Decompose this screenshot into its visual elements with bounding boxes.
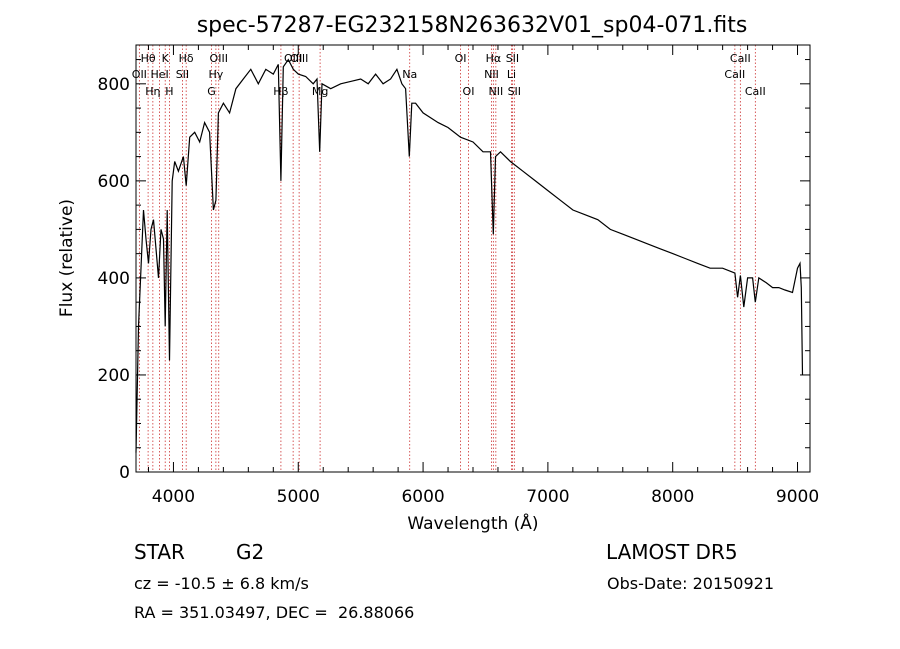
- line-label-19: NII: [484, 68, 499, 81]
- line-label-21: SII: [506, 52, 519, 65]
- y-tick-label-4: 800: [98, 75, 130, 95]
- observation-date: Obs-Date: 20150921: [607, 574, 775, 593]
- x-tick-label-0: 4000: [152, 487, 195, 507]
- line-label-22: Li: [507, 68, 516, 81]
- line-label-26: CaII: [745, 85, 766, 98]
- line-label-2: Hη: [145, 85, 160, 98]
- y-tick-label-0: 0: [119, 463, 130, 483]
- line-label-7: Hδ: [179, 52, 194, 65]
- line-label-8: OIII: [210, 52, 228, 65]
- plot-frame: [135, 44, 811, 473]
- coordinates-text: RA = 351.03497, DEC = 26.88066: [134, 603, 415, 622]
- x-tick-label-1: 5000: [277, 487, 320, 507]
- line-label-11: Hβ: [273, 85, 288, 98]
- line-label-4: K: [162, 52, 170, 65]
- line-label-23: SII: [508, 85, 521, 98]
- x-axis-ticks: 4000 5000 6000 7000 8000 9000: [147, 45, 819, 507]
- line-label-16: OI: [455, 52, 467, 65]
- line-label-25: CaII: [724, 68, 745, 81]
- line-label-10: G: [207, 85, 216, 98]
- line-label-24: CaII: [730, 52, 751, 65]
- object-subclass: G2: [236, 540, 265, 564]
- y-axis-ticks: 0 200 400 600 800: [98, 59, 810, 483]
- line-label-18: Hα: [486, 52, 502, 65]
- spectrum-line: [135, 58, 804, 453]
- object-class: STAR: [134, 540, 185, 564]
- line-label-5: SII: [176, 68, 189, 81]
- x-tick-label-5: 9000: [776, 487, 819, 507]
- y-tick-label-1: 200: [98, 366, 130, 386]
- line-label-9: Hγ: [208, 68, 223, 81]
- x-axis-label: Wavelength (Å): [407, 512, 538, 534]
- y-axis-label: Flux (relative): [57, 199, 77, 317]
- line-label-12: OIII: [284, 52, 302, 65]
- line-label-1: OII: [132, 68, 147, 81]
- line-label-13: OIII: [290, 52, 308, 65]
- line-label-14: Mg: [312, 85, 328, 98]
- line-label-15: Na: [402, 68, 417, 81]
- line-label-6: H: [165, 85, 173, 98]
- x-tick-label-4: 8000: [651, 487, 694, 507]
- x-tick-label-2: 6000: [401, 487, 444, 507]
- line-label-20: NII: [488, 85, 503, 98]
- line-label-0: Hθ: [141, 52, 156, 65]
- y-tick-label-2: 400: [98, 269, 130, 289]
- survey-name: LAMOST DR5: [606, 540, 738, 564]
- chart-title: spec-57287-EG232158N263632V01_sp04-071.f…: [197, 13, 748, 38]
- redshift-text: cz = -10.5 ± 6.8 km/s: [134, 574, 309, 593]
- spectral-line-markers: [138, 45, 756, 472]
- line-label-3: HeI: [150, 68, 168, 81]
- line-label-17: OI: [463, 85, 475, 98]
- y-tick-label-3: 600: [98, 172, 130, 192]
- x-tick-label-3: 7000: [526, 487, 569, 507]
